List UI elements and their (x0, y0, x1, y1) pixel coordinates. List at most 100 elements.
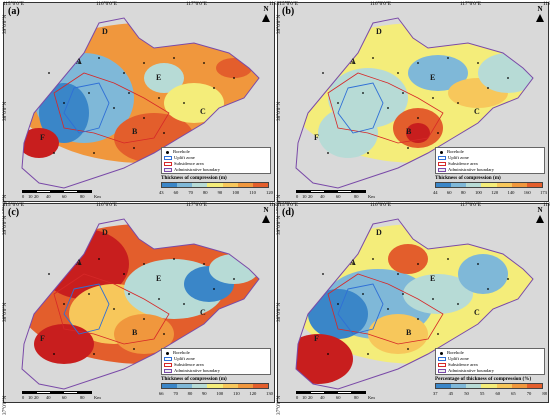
color-ramp-segment (207, 384, 223, 388)
contour-zone (388, 244, 428, 274)
legend-box: Borehole Uplift zone Subsidence area Admini… (161, 147, 271, 174)
legend-text-borehole: Borehole (447, 149, 464, 154)
region-label-e: E (156, 274, 162, 283)
color-ramp (161, 182, 269, 188)
contour-zone (164, 83, 224, 123)
region-label-b: B (406, 127, 412, 136)
color-ramp-tick: 90 (201, 391, 207, 396)
borehole-marker (507, 77, 509, 79)
borehole-marker (98, 57, 100, 59)
region-label-c: C (474, 107, 480, 116)
borehole-marker (123, 273, 125, 275)
legend-swatch-subsidence (164, 363, 172, 367)
contour-zone (296, 334, 353, 384)
borehole-marker (337, 102, 339, 104)
longitude-label: 117°0'0"E (186, 1, 208, 7)
color-ramp-tick: 120 (266, 190, 273, 195)
color-ramp-tick: 80 (187, 391, 193, 396)
scale-tick: 0 (22, 395, 25, 400)
subsidence-area-outline (53, 72, 170, 144)
legend-text-borehole: Borehole (173, 149, 190, 154)
borehole-marker (143, 117, 145, 119)
map-panel-4: (d) N A B C D E F Borehole Uplift zone Subsidence … (277, 203, 549, 403)
color-ramp-tick: 90 (217, 190, 223, 195)
borehole-marker (63, 303, 65, 305)
north-arrow-icon: N (261, 207, 271, 223)
latitude-label: 38°0'0"N (2, 101, 8, 121)
borehole-marker (402, 293, 404, 295)
scale-tick: 20 (34, 395, 39, 400)
borehole-marker (397, 273, 399, 275)
legend-item-borehole: Borehole (164, 149, 268, 155)
legend-swatch-uplift (164, 357, 172, 361)
borehole-marker (93, 152, 95, 154)
borehole-marker (362, 293, 364, 295)
color-ramp-segment (237, 384, 253, 388)
color-ramp-tick: 88 (542, 391, 547, 396)
map-canvas (21, 17, 260, 189)
contour-zone (368, 314, 428, 354)
borehole-marker (372, 258, 374, 260)
contour-zone (478, 53, 533, 93)
legend-swatch-borehole (440, 351, 443, 355)
uplift-zone-outline (63, 82, 110, 134)
longitude-label: 116°0'0"E (96, 1, 118, 7)
uplift-zone-outline (63, 283, 110, 335)
color-ramp-segment (162, 183, 178, 187)
region-label-b: B (132, 328, 138, 337)
scale-tick: 10 (28, 194, 33, 199)
legend-item-borehole: Borehole (438, 350, 542, 356)
borehole-marker (48, 273, 50, 275)
color-ramp (161, 383, 269, 389)
administrative-boundary (21, 218, 260, 390)
borehole-marker (163, 333, 165, 335)
legend-text-subsidence: Subsidence area (448, 161, 478, 166)
color-ramp-tick: 100 (232, 190, 240, 195)
color-ramp-tick: 70 (526, 391, 532, 396)
scale-tick: 80 (80, 194, 85, 199)
legend-text-borehole: Borehole (173, 350, 190, 355)
borehole-marker (128, 293, 130, 295)
borehole-marker (48, 72, 50, 74)
legend-text-admin: Administrative boundary (174, 167, 221, 172)
scale-tick: 20 (308, 395, 313, 400)
borehole-marker (437, 333, 439, 335)
region-label-d: D (376, 27, 382, 36)
longitude-label: 116°0'0"E (370, 202, 392, 208)
scale-unit: Km (94, 395, 101, 400)
borehole-marker (322, 273, 324, 275)
administrative-boundary (295, 17, 534, 189)
scale-bar: 0 10 20 40 60 80 Km (296, 390, 380, 402)
borehole-marker (143, 318, 145, 320)
region-label-e: E (430, 73, 436, 82)
legend-item-borehole: Borehole (438, 149, 542, 155)
legend-swatch-subsidence (164, 162, 172, 166)
color-ramp-segment (177, 183, 193, 187)
color-ramp-tick: 44 (433, 190, 438, 195)
region-label-c: C (200, 308, 206, 317)
legend-swatch-borehole (166, 150, 169, 154)
longitude-label: 118°0'0"E (543, 1, 550, 7)
borehole-marker (447, 258, 449, 260)
latitude-label: 37°0'0"N (276, 395, 282, 415)
legend-swatch-uplift (164, 156, 172, 160)
legend-item-subsidence: Subsidence area (438, 161, 542, 167)
longitude-label: 115°0'0"E (277, 1, 299, 7)
borehole-marker (407, 147, 409, 149)
scale-tick: 20 (34, 194, 39, 199)
panel-label: (b) (282, 6, 295, 17)
region-label-a: A (350, 258, 356, 267)
color-ramp-segment (481, 183, 497, 187)
borehole-marker (113, 308, 115, 310)
color-ramp-tick: 110 (232, 391, 240, 396)
scale-tick: 0 (22, 194, 25, 199)
legend-swatch-borehole (166, 351, 169, 355)
color-ramp-tick: 70 (173, 391, 178, 396)
color-ramp-ticks: 37 45 50 55 60 65 70 88 (433, 391, 547, 399)
borehole-marker (407, 348, 409, 350)
color-ramp-tick: 37 (433, 391, 438, 396)
color-ramp-tick: 120 (249, 391, 257, 396)
color-ramp-segment (222, 384, 238, 388)
map-panel-3: (c) N A B C D E F Borehole Uplift zone Subsidence … (3, 203, 275, 403)
